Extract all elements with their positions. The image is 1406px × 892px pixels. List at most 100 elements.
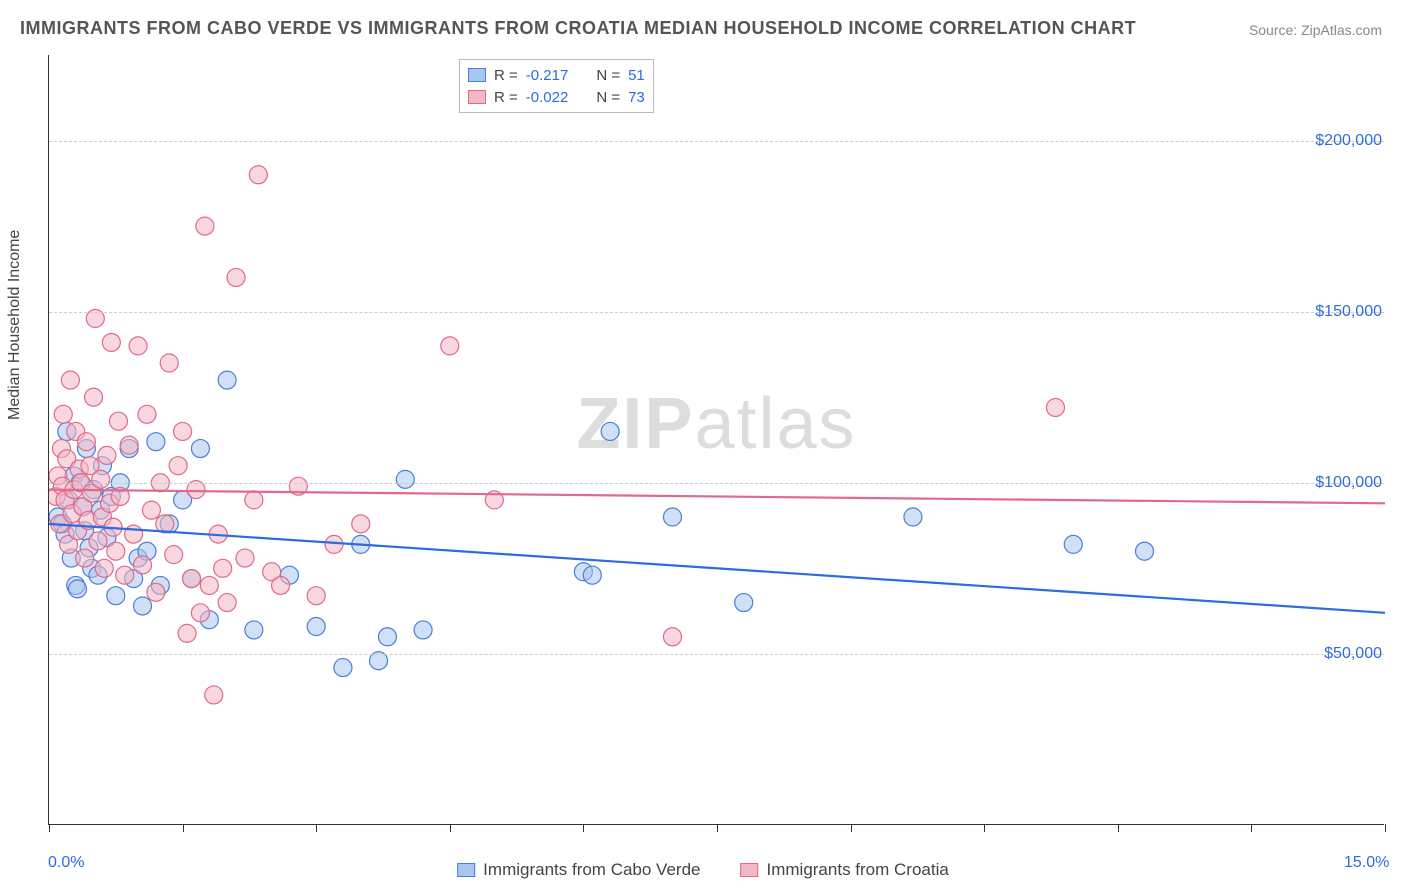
data-point	[147, 433, 165, 451]
data-point	[54, 405, 72, 423]
data-point	[1046, 398, 1064, 416]
r-value-cabo-verde: -0.217	[526, 67, 569, 84]
data-point	[307, 618, 325, 636]
r-label: R =	[494, 89, 518, 106]
x-tick	[1118, 824, 1119, 832]
data-point	[378, 628, 396, 646]
data-point	[116, 566, 134, 584]
data-point	[352, 515, 370, 533]
x-tick	[1251, 824, 1252, 832]
data-point	[307, 587, 325, 605]
data-point	[227, 268, 245, 286]
data-point	[95, 559, 113, 577]
y-tick-label: $100,000	[1315, 474, 1382, 492]
legend-item-croatia: Immigrants from Croatia	[740, 860, 948, 880]
n-label: N =	[596, 67, 620, 84]
data-point	[334, 659, 352, 677]
x-tick-label: 15.0%	[1344, 854, 1389, 872]
x-tick	[316, 824, 317, 832]
data-point	[61, 371, 79, 389]
scatter-svg	[49, 55, 1385, 825]
y-tick-label: $200,000	[1315, 132, 1382, 150]
data-point	[200, 576, 218, 594]
data-point	[663, 508, 681, 526]
data-point	[77, 433, 95, 451]
legend-label-croatia: Immigrants from Croatia	[766, 860, 948, 880]
x-tick	[49, 824, 50, 832]
x-tick	[450, 824, 451, 832]
data-point	[414, 621, 432, 639]
x-tick	[583, 824, 584, 832]
data-point	[125, 525, 143, 543]
legend-item-cabo-verde: Immigrants from Cabo Verde	[457, 860, 700, 880]
data-point	[441, 337, 459, 355]
data-point	[272, 576, 290, 594]
series-legend: Immigrants from Cabo Verde Immigrants fr…	[457, 860, 949, 880]
x-tick	[717, 824, 718, 832]
data-point	[76, 549, 94, 567]
swatch-cabo-verde	[468, 68, 486, 82]
data-point	[160, 354, 178, 372]
data-point	[109, 412, 127, 430]
correlation-legend: R = -0.217 N = 51 R = -0.022 N = 73	[459, 59, 654, 113]
r-label: R =	[494, 67, 518, 84]
data-point	[134, 597, 152, 615]
y-tick-label: $150,000	[1315, 303, 1382, 321]
data-point	[396, 470, 414, 488]
data-point	[218, 371, 236, 389]
trend-line	[49, 524, 1385, 613]
data-point	[735, 594, 753, 612]
swatch-croatia	[468, 90, 486, 104]
x-tick	[1385, 824, 1386, 832]
data-point	[601, 422, 619, 440]
data-point	[245, 621, 263, 639]
data-point	[107, 542, 125, 560]
data-point	[85, 388, 103, 406]
data-point	[1136, 542, 1154, 560]
y-axis-label: Median Household Income	[6, 230, 24, 420]
data-point	[165, 546, 183, 564]
data-point	[325, 535, 343, 553]
data-point	[218, 594, 236, 612]
data-point	[120, 436, 138, 454]
data-point	[134, 556, 152, 574]
n-value-croatia: 73	[628, 89, 645, 106]
x-tick	[851, 824, 852, 832]
swatch-croatia	[740, 863, 758, 877]
x-tick	[183, 824, 184, 832]
data-point	[142, 501, 160, 519]
x-tick	[984, 824, 985, 832]
data-point	[245, 491, 263, 509]
source-attribution: Source: ZipAtlas.com	[1249, 22, 1382, 38]
gridline	[49, 483, 1384, 484]
data-point	[174, 422, 192, 440]
legend-row-cabo-verde: R = -0.217 N = 51	[468, 64, 645, 86]
data-point	[183, 570, 201, 588]
data-point	[69, 580, 87, 598]
data-point	[169, 457, 187, 475]
data-point	[1064, 535, 1082, 553]
data-point	[98, 446, 116, 464]
x-tick-label: 0.0%	[48, 854, 84, 872]
data-point	[102, 333, 120, 351]
n-value-cabo-verde: 51	[628, 67, 645, 84]
data-point	[129, 337, 147, 355]
data-point	[178, 624, 196, 642]
n-label: N =	[596, 89, 620, 106]
gridline	[49, 141, 1384, 142]
plot-area: ZIPatlas R = -0.217 N = 51 R = -0.022 N …	[48, 55, 1384, 825]
gridline	[49, 654, 1384, 655]
y-tick-label: $50,000	[1324, 645, 1382, 663]
legend-label-cabo-verde: Immigrants from Cabo Verde	[483, 860, 700, 880]
legend-row-croatia: R = -0.022 N = 73	[468, 86, 645, 108]
data-point	[214, 559, 232, 577]
data-point	[89, 532, 107, 550]
data-point	[92, 470, 110, 488]
data-point	[236, 549, 254, 567]
data-point	[147, 583, 165, 601]
gridline	[49, 312, 1384, 313]
data-point	[205, 686, 223, 704]
data-point	[138, 405, 156, 423]
data-point	[249, 166, 267, 184]
data-point	[904, 508, 922, 526]
